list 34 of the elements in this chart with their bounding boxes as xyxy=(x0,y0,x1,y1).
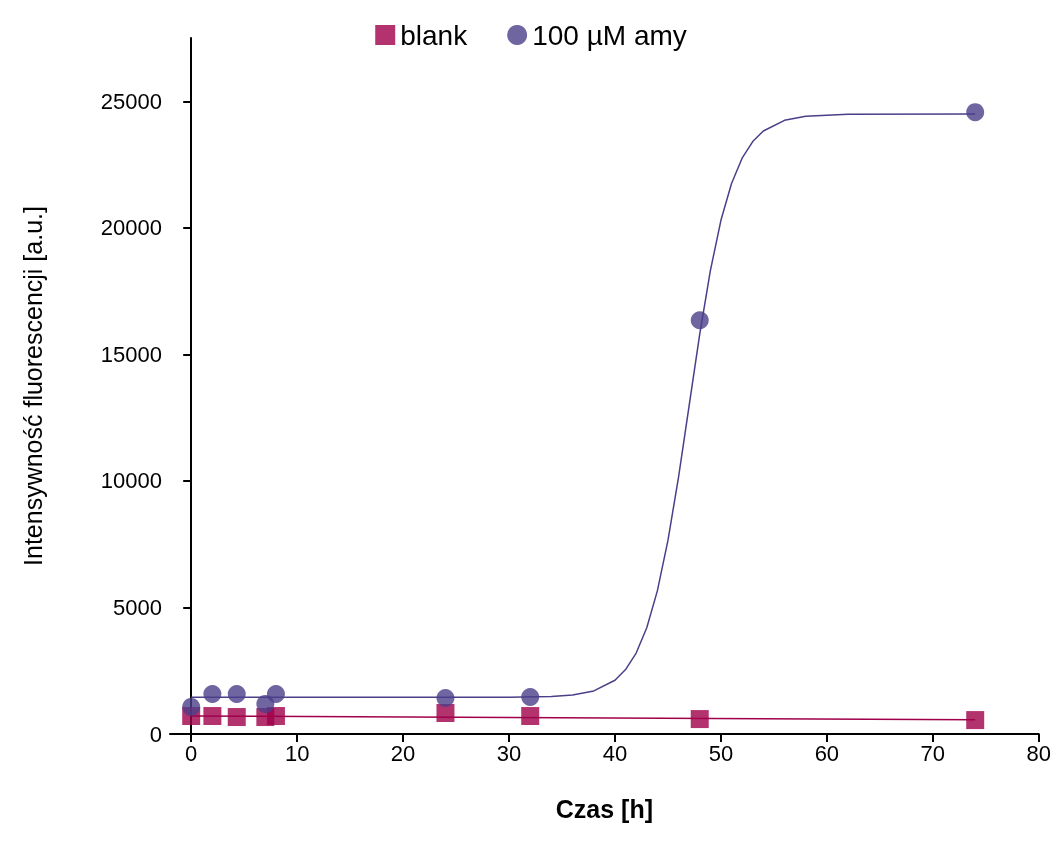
point xyxy=(203,707,222,726)
x-tick-label: 50 xyxy=(708,740,734,766)
x-tick-label: 40 xyxy=(602,740,628,766)
x-axis-title: Czas [h] xyxy=(555,794,653,823)
point xyxy=(966,711,985,730)
y-tick-label: 15000 xyxy=(100,341,162,367)
x-tick-label: 60 xyxy=(814,740,840,766)
point xyxy=(521,688,540,707)
y-tick-label: 10000 xyxy=(100,468,162,494)
y-tick-label: 0 xyxy=(149,721,162,747)
point xyxy=(966,103,985,122)
point xyxy=(690,311,709,330)
point xyxy=(436,689,455,708)
point xyxy=(182,697,201,716)
point xyxy=(227,685,246,704)
x-tick-label: 10 xyxy=(284,740,310,766)
x-tick-label: 20 xyxy=(390,740,416,766)
x-tick-label: 70 xyxy=(920,740,946,766)
x-tick-label: 0 xyxy=(185,740,198,766)
y-tick-label: 25000 xyxy=(100,88,162,114)
x-tick-label: 30 xyxy=(496,740,522,766)
y-axis-title: Intensywność fluorescencji [a.u.] xyxy=(18,206,47,566)
y-tick-label: 20000 xyxy=(100,215,162,241)
point xyxy=(203,685,222,704)
point xyxy=(227,708,246,727)
point xyxy=(436,703,455,722)
x-tick-label: 80 xyxy=(1026,740,1052,766)
point xyxy=(266,707,285,726)
y-tick-label: 5000 xyxy=(113,594,162,620)
legend-label: blank xyxy=(400,19,469,51)
point xyxy=(690,710,709,729)
legend-label: 100 µM amy xyxy=(532,19,687,51)
point xyxy=(521,707,540,726)
point xyxy=(266,685,285,704)
